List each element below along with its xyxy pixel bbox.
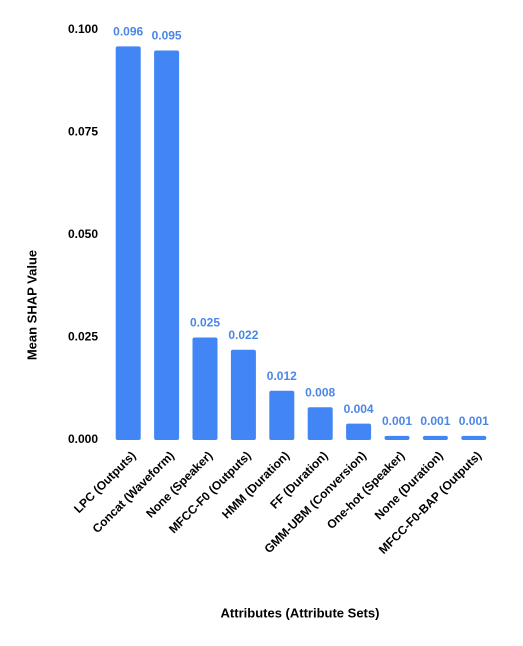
value-label: 0.012: [267, 369, 297, 383]
bar: [154, 50, 180, 440]
y-tick-label: 0.025: [68, 330, 98, 344]
value-label: 0.001: [459, 414, 489, 428]
y-tick-label: 0.050: [68, 227, 98, 241]
bar: [115, 46, 141, 441]
x-axis-title: Attributes (Attribute Sets): [221, 605, 380, 620]
y-tick-label: 0.000: [68, 432, 98, 446]
value-label: 0.095: [152, 29, 182, 43]
value-label: 0.096: [113, 25, 143, 39]
value-label: 0.025: [190, 316, 220, 330]
bar: [346, 423, 372, 440]
value-label: 0.008: [305, 385, 335, 399]
value-label: 0.022: [228, 328, 258, 342]
value-label: 0.004: [344, 402, 374, 416]
bar: [422, 435, 448, 440]
y-tick-label: 0.075: [68, 125, 98, 139]
bar: [230, 349, 256, 440]
value-label: 0.001: [382, 414, 412, 428]
bar: [269, 390, 295, 440]
bar: [307, 407, 333, 440]
bar: [192, 337, 218, 440]
y-axis-title: Mean SHAP Value: [24, 250, 39, 360]
y-tick-label: 0.100: [68, 22, 98, 36]
value-label: 0.001: [420, 414, 450, 428]
bar: [384, 435, 410, 440]
bar: [461, 435, 487, 440]
